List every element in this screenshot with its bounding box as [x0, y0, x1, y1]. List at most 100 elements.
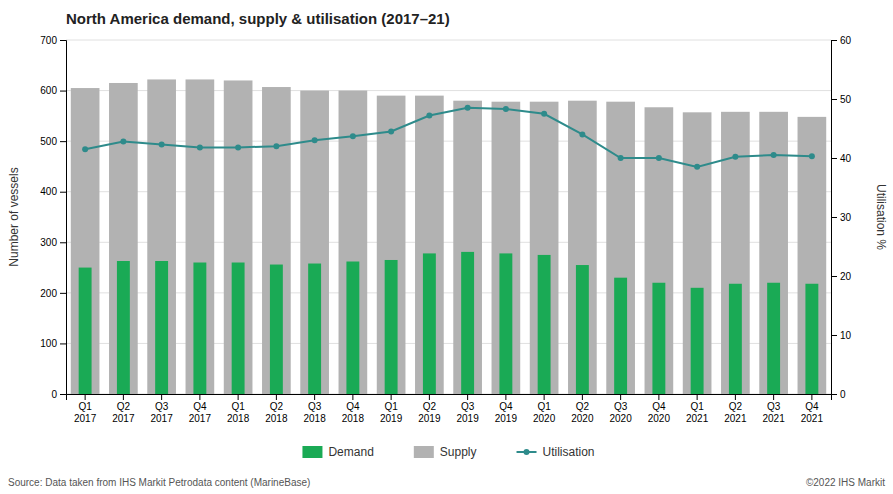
tick-mark [582, 394, 583, 400]
marker [197, 144, 203, 150]
tick-mark [831, 217, 837, 218]
marker [656, 155, 662, 161]
tick-label: 700 [40, 35, 57, 46]
tick: 0 [51, 389, 66, 400]
marker [503, 106, 509, 112]
tick-mark [831, 276, 837, 277]
bar-series [71, 79, 826, 394]
bar [453, 101, 482, 394]
tick: Q42018 [342, 394, 365, 424]
tick-label: 60 [840, 35, 852, 46]
bar [492, 102, 521, 394]
grid-line [66, 242, 831, 243]
marker [579, 131, 585, 137]
tick-mark [276, 394, 277, 400]
tick: 700 [40, 35, 66, 46]
tick-mark [85, 394, 86, 400]
tick-label: 500 [40, 136, 57, 147]
marker [541, 111, 547, 117]
tick-label: Q42018 [342, 401, 365, 424]
bar [652, 283, 665, 394]
bar [193, 263, 206, 394]
bar [262, 87, 291, 394]
annotation: ©2022 IHS Markit [806, 477, 885, 488]
grid-line [66, 90, 831, 91]
bar [499, 253, 512, 394]
bar [232, 263, 245, 394]
tick: Q22017 [112, 394, 135, 424]
tick: Q42020 [648, 394, 671, 424]
marker [694, 164, 700, 170]
tick-mark [199, 394, 200, 400]
marker [465, 105, 471, 111]
tick-mark [620, 394, 621, 400]
line [85, 108, 812, 167]
tick-mark [60, 192, 66, 193]
tick: Q12017 [74, 394, 97, 424]
tick-mark [352, 394, 353, 400]
annotation: Source: Data taken from IHS Markit Petro… [8, 477, 310, 488]
marker [82, 146, 88, 152]
tick-mark [314, 394, 315, 400]
plot-area: 01002003004005006007000102030405060Q1201… [40, 35, 851, 424]
bar [346, 262, 359, 394]
bar [614, 278, 627, 394]
tick-mark [60, 394, 66, 395]
bar [767, 283, 780, 394]
y2-axis: 0102030405060 [831, 35, 852, 400]
tick: 300 [40, 237, 66, 248]
tick: 400 [40, 186, 66, 197]
tick-label: Q42017 [189, 401, 212, 424]
tick-label: Q32019 [457, 401, 480, 424]
y-axis-title: Number of vessels [7, 167, 21, 266]
tick: Q22021 [724, 394, 747, 424]
tick-mark [831, 335, 837, 336]
bar [308, 264, 321, 394]
bar [270, 265, 283, 394]
tick-label: 200 [40, 288, 57, 299]
marker [159, 141, 165, 147]
tick-label: Q32021 [763, 401, 786, 424]
tick-label: Q22018 [265, 401, 288, 424]
tick: Q32021 [763, 394, 786, 424]
marker [235, 144, 241, 150]
tick-mark [60, 343, 66, 344]
tick-mark [123, 394, 124, 400]
tick-label: Q42020 [648, 401, 671, 424]
bar [805, 284, 818, 394]
tick-label: Q32018 [304, 401, 327, 424]
grid-line [66, 343, 831, 344]
bar [530, 102, 559, 394]
marker [388, 128, 394, 134]
tick-mark [544, 394, 545, 400]
tick-mark [505, 394, 506, 400]
tick: Q32017 [151, 394, 174, 424]
grid-line [66, 191, 831, 192]
tick-mark [697, 394, 698, 400]
bar [155, 261, 168, 394]
bar [645, 107, 674, 394]
tick-label: 0 [51, 389, 57, 400]
bar [71, 88, 100, 394]
title: North America demand, supply & utilisati… [66, 10, 450, 27]
tick: 500 [40, 136, 66, 147]
tick: 100 [40, 338, 66, 349]
bar [538, 255, 551, 394]
legend-item: Demand [302, 445, 373, 459]
marker [273, 143, 279, 149]
chart: North America demand, supply & utilisati… [0, 0, 893, 494]
bar [109, 83, 138, 394]
tick-mark [60, 141, 66, 142]
bar [576, 265, 589, 394]
tick-mark [735, 394, 736, 400]
bar [147, 79, 176, 394]
tick-label: 0 [840, 389, 846, 400]
tick: Q12019 [380, 394, 403, 424]
tick-label: Q22017 [112, 401, 135, 424]
grid-line [66, 292, 831, 293]
bar [339, 91, 368, 394]
tick-label: 20 [840, 271, 852, 282]
tick-label: 400 [40, 186, 57, 197]
tick-label: 100 [40, 338, 57, 349]
bar [377, 96, 406, 394]
